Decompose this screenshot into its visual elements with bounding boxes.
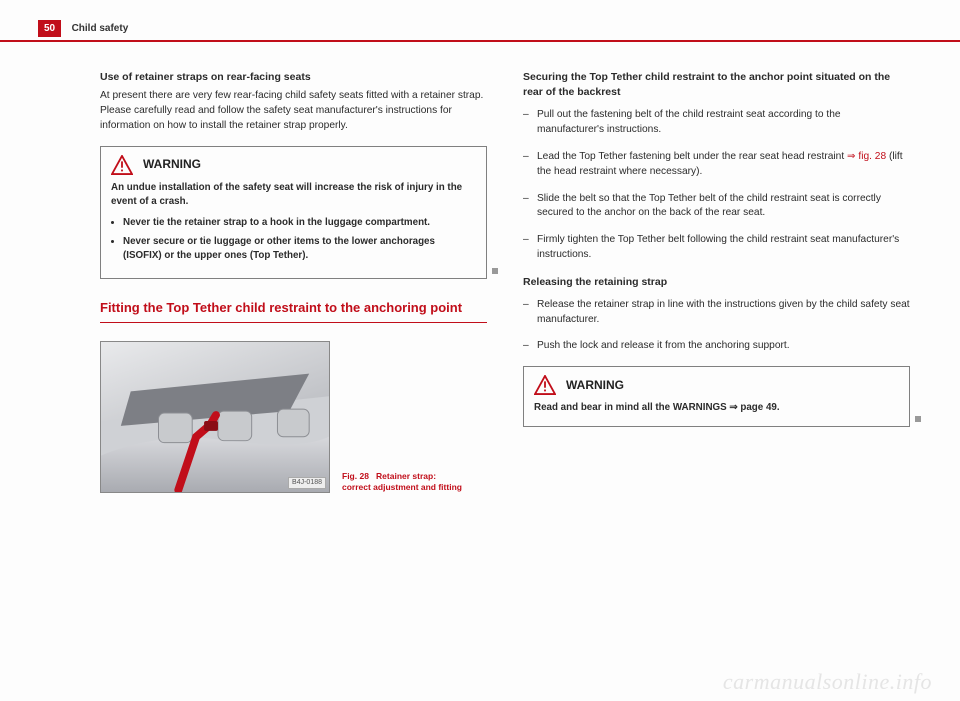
warning-bullet: Never secure or tie luggage or other ite…	[123, 235, 476, 264]
end-of-block-icon	[915, 416, 921, 422]
step-item: –Slide the belt so that the Top Tether b…	[523, 192, 910, 222]
figure-caption-prefix: Fig. 28	[342, 471, 369, 481]
step-text-part: Lead the Top Tether fastening belt under…	[537, 151, 847, 162]
figure-28: B4J-0188	[100, 341, 330, 493]
figure-reference-link[interactable]: ⇒ fig. 28	[847, 151, 886, 162]
left-subhead-1: Use of retainer straps on rear-facing se…	[100, 70, 487, 85]
step-item: –Pull out the fastening belt of the chil…	[523, 108, 910, 138]
dash-icon: –	[523, 339, 537, 354]
step-item: – Lead the Top Tether fastening belt und…	[523, 150, 910, 180]
dash-icon: –	[523, 233, 537, 263]
warning-label: WARNING	[143, 156, 201, 173]
step-text: Lead the Top Tether fastening belt under…	[537, 150, 910, 180]
chapter-title: Child safety	[72, 23, 129, 34]
warning-body-right: Read and bear in mind all the WARNINGS ⇒…	[534, 401, 899, 416]
retainer-strap-illustration	[101, 342, 329, 492]
warning-label: WARNING	[566, 377, 624, 394]
warning-body-left: An undue installation of the safety seat…	[111, 181, 476, 264]
warning-text-a: Read and bear in mind all the WARNINGS	[534, 402, 729, 413]
steps-a: –Pull out the fastening belt of the chil…	[523, 108, 910, 262]
dash-icon: –	[523, 150, 537, 180]
right-subhead-2: Releasing the retaining strap	[523, 275, 910, 290]
end-of-block-icon	[492, 268, 498, 274]
warning-bullet: Never tie the retainer strap to a hook i…	[123, 216, 476, 231]
figure-wrap: B4J-0188 Fig. 28 Retainer strap: correct…	[100, 341, 487, 493]
page-header: 50 Child safety	[38, 20, 922, 42]
warning-triangle-icon	[534, 375, 556, 395]
dash-icon: –	[523, 108, 537, 138]
steps-b: –Release the retainer strap in line with…	[523, 298, 910, 354]
left-column: Use of retainer straps on rear-facing se…	[100, 70, 487, 493]
watermark-text: carmanualsonline.info	[723, 669, 932, 695]
warning-triangle-icon	[111, 155, 133, 175]
dash-icon: –	[523, 192, 537, 222]
figure-code: B4J-0188	[288, 477, 326, 489]
step-text: Slide the belt so that the Top Tether be…	[537, 192, 910, 222]
page-number: 50	[38, 20, 61, 37]
warning-header: WARNING	[534, 375, 899, 395]
manual-page: 50 Child safety Use of retainer straps o…	[0, 0, 960, 701]
step-text: Pull out the fastening belt of the child…	[537, 108, 910, 138]
step-text: Release the retainer strap in line with …	[537, 298, 910, 328]
step-item: –Firmly tighten the Top Tether belt foll…	[523, 233, 910, 263]
right-subhead-1: Securing the Top Tether child restraint …	[523, 70, 910, 100]
warning-box-right: WARNING Read and bear in mind all the WA…	[523, 366, 910, 427]
header-rule	[0, 40, 960, 42]
figure-caption: Fig. 28 Retainer strap: correct adjustme…	[342, 471, 462, 493]
step-item: –Push the lock and release it from the a…	[523, 339, 910, 354]
dash-icon: –	[523, 298, 537, 328]
warning-box-left: WARNING An undue installation of the saf…	[100, 146, 487, 279]
right-column: Securing the Top Tether child restraint …	[523, 70, 910, 493]
warning-lead: An undue installation of the safety seat…	[111, 181, 476, 210]
content-columns: Use of retainer straps on rear-facing se…	[100, 70, 910, 493]
warning-header: WARNING	[111, 155, 476, 175]
step-text: Push the lock and release it from the an…	[537, 339, 790, 354]
section-title-left: Fitting the Top Tether child restraint t…	[100, 299, 487, 323]
page-reference-link[interactable]: ⇒ page 49.	[729, 402, 779, 413]
step-item: –Release the retainer strap in line with…	[523, 298, 910, 328]
left-body-1: At present there are very few rear-facin…	[100, 89, 487, 133]
step-text: Firmly tighten the Top Tether belt follo…	[537, 233, 910, 263]
